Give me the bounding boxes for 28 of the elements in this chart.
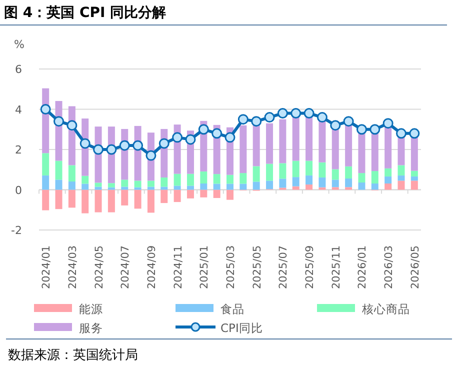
y-tick-label: -2 bbox=[11, 224, 22, 237]
y-axis-title: % bbox=[14, 38, 24, 51]
x-tick-label: 2026/01 bbox=[356, 245, 369, 289]
x-tick-label: 2025/09 bbox=[304, 245, 316, 289]
legend-label: 核心商品 bbox=[361, 302, 410, 316]
source-note: 数据来源：英国统计局 bbox=[8, 348, 138, 363]
x-tick-label: 2026/03 bbox=[383, 245, 396, 289]
x-tick-label: 2025/07 bbox=[278, 245, 290, 289]
legend-label: CPI同比 bbox=[220, 321, 263, 335]
x-tick-label: 2024/07 bbox=[120, 245, 132, 289]
legend-label: 服务 bbox=[79, 321, 103, 335]
y-tick-label: 2 bbox=[15, 144, 22, 156]
x-tick-label: 2025/03 bbox=[225, 245, 237, 289]
x-tick-label: 2025/11 bbox=[330, 245, 342, 289]
x-tick-label: 2024/01 bbox=[40, 245, 53, 289]
y-tick-label: 4 bbox=[15, 103, 22, 116]
x-tick-label: 2025/01 bbox=[198, 245, 211, 289]
legend-label: 食品 bbox=[220, 302, 244, 316]
x-tick-label: 2024/05 bbox=[93, 245, 106, 289]
x-tick-label: 2026/05 bbox=[409, 245, 422, 289]
legend-label: 能源 bbox=[79, 302, 103, 316]
x-tick-label: 2024/09 bbox=[146, 245, 158, 289]
chart-title: 图 4：英国 CPI 同比分解 bbox=[4, 5, 166, 21]
x-tick-label: 2025/05 bbox=[251, 245, 264, 289]
x-tick-label: 2024/11 bbox=[172, 245, 184, 289]
x-tick-label: 2024/03 bbox=[66, 245, 79, 289]
y-tick-label: 0 bbox=[15, 184, 22, 197]
y-tick-label: 6 bbox=[15, 63, 22, 76]
